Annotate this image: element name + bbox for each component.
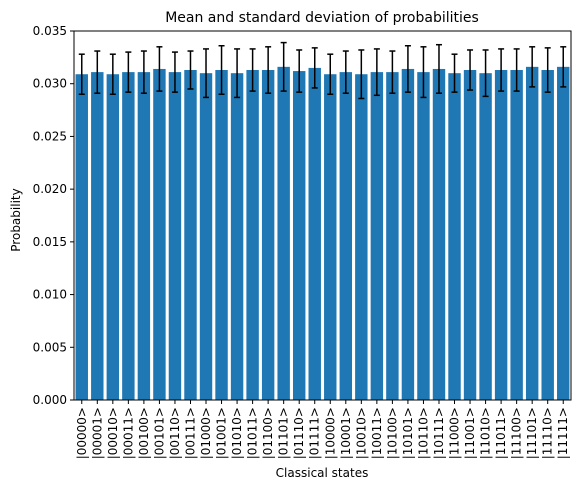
bar	[355, 74, 368, 401]
y-tick-label: 0.005	[33, 340, 67, 354]
y-tick-label: 0.030	[33, 77, 67, 91]
bar	[292, 71, 306, 400]
bar	[401, 68, 415, 400]
bar	[417, 72, 430, 401]
bar	[541, 70, 554, 400]
bar	[122, 72, 135, 401]
x-tick-label: |11001>	[463, 407, 477, 459]
bar	[261, 70, 275, 400]
x-tick-label: |01001>	[215, 407, 229, 459]
axes-frame	[73, 30, 572, 401]
chart-title: Mean and standard deviation of probabili…	[165, 10, 479, 26]
x-tick-label: |11101>	[525, 407, 539, 459]
bar	[557, 66, 570, 401]
x-tick-label: |01111>	[308, 407, 322, 459]
x-tick-label: |00000>	[75, 407, 89, 459]
bar	[199, 73, 213, 401]
x-tick-label: |00100>	[137, 407, 151, 459]
y-axis-label: Probability	[9, 188, 23, 251]
bar	[277, 66, 290, 401]
bar	[494, 70, 508, 400]
bar	[308, 67, 321, 401]
bar	[370, 72, 384, 401]
bar	[463, 70, 477, 400]
x-tick-label: |11011>	[494, 407, 508, 459]
bar	[324, 74, 337, 401]
x-tick-label: |01100>	[261, 407, 275, 459]
x-tick-label: |01010>	[230, 407, 244, 459]
bar	[386, 72, 399, 401]
bar	[525, 66, 539, 401]
bar	[184, 70, 197, 400]
plot-area: |00000> |00001> |00010> |00011> |00100> |0010…	[33, 24, 572, 459]
x-tick-label: |01000>	[199, 407, 213, 459]
x-tick-label: |10001>	[339, 407, 353, 459]
y-tick-label: 0.000	[33, 393, 67, 407]
x-tick-label: |10100>	[385, 407, 399, 459]
x-tick-label: |11111>	[556, 407, 570, 459]
x-tick-label: |11110>	[541, 407, 555, 459]
bar	[339, 72, 353, 401]
bar	[432, 68, 446, 400]
bar	[230, 73, 244, 401]
x-tick-label: |11010>	[479, 407, 493, 459]
bar	[153, 68, 166, 400]
bar	[246, 70, 259, 400]
bar	[91, 72, 104, 401]
x-tick-label: |00010>	[106, 407, 120, 459]
bar	[215, 70, 228, 400]
x-tick-label: |00001>	[90, 407, 104, 459]
x-tick-label: |00101>	[152, 407, 166, 459]
x-tick-label: |01110>	[292, 407, 306, 459]
bar	[168, 72, 182, 401]
x-tick-label: |11000>	[448, 407, 462, 459]
bar	[137, 72, 151, 401]
x-axis-label: Classical states	[276, 466, 369, 480]
x-tick-label: |01101>	[277, 407, 291, 459]
bar	[510, 70, 523, 400]
x-tick-label: |10000>	[323, 407, 337, 459]
y-tick-label: 0.020	[33, 182, 67, 196]
bar	[479, 73, 492, 401]
x-tick-label: |10111>	[432, 407, 446, 459]
x-tick-label: |01011>	[246, 407, 260, 459]
x-tick-label: |10110>	[416, 407, 430, 459]
bar	[106, 74, 120, 401]
bar	[448, 73, 461, 401]
y-tick-label: 0.015	[33, 235, 67, 249]
x-tick-label: |10010>	[354, 407, 368, 459]
y-tick-label: 0.025	[33, 129, 67, 143]
x-tick-label: |11100>	[510, 407, 524, 459]
bar	[75, 74, 88, 401]
x-tick-label: |00111>	[183, 407, 197, 459]
x-tick-label: |00110>	[168, 407, 182, 459]
y-tick-label: 0.035	[33, 24, 67, 38]
y-tick-label: 0.010	[33, 288, 67, 302]
x-tick-label: |10101>	[401, 407, 415, 459]
x-tick-label: |10011>	[370, 407, 384, 459]
x-tick-label: |00011>	[121, 407, 135, 459]
